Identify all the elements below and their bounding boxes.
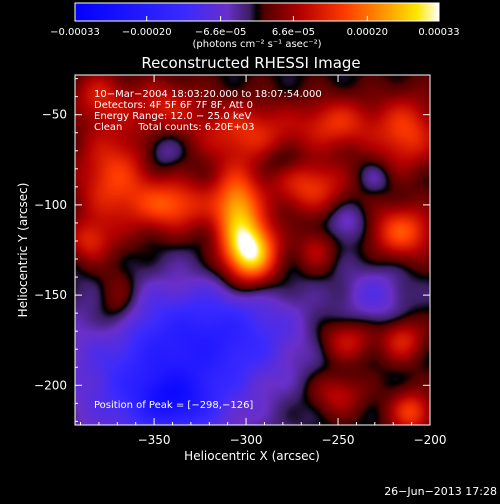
x-tick-label: −250 [322, 433, 355, 447]
y-tick-label: −150 [34, 288, 67, 302]
y-tick-label: −50 [42, 108, 67, 122]
info-annotations: 10−Mar−2004 18:03:20.000 to 18:07:54.000… [94, 89, 322, 411]
heatmap-image [75, 75, 430, 425]
colorbar-tick-label: 0.00020 [347, 27, 388, 38]
annotation-detectors: Detectors: 4F 5F 6F 7F 8F, Att 0 [94, 100, 253, 111]
y-axis-label: Heliocentric Y (arcsec) [16, 183, 30, 318]
plot-frame [74, 74, 431, 426]
colorbar-tick-label: 0.00033 [418, 27, 459, 38]
chart-title: Reconstructed RHESSI Image [141, 54, 360, 72]
peak-point [248, 250, 252, 254]
annotation-time-range: 10−Mar−2004 18:03:20.000 to 18:07:54.000 [94, 89, 322, 100]
y-tick-label: −100 [34, 198, 67, 212]
annotation-clean-counts: Clean Total counts: 6.20E+03 [94, 122, 254, 133]
colorbar: −0.00033 −0.00020 −6.6e−05 6.6e−05 0.00020 0.… [50, 2, 460, 50]
plot-area: −350 −300 −250 −200 −50 −100 −150 −200 [34, 74, 446, 447]
colorbar-tick-label: 6.6e−05 [272, 27, 315, 38]
peak-position-label: Position of Peak = [−298,−126] [94, 400, 253, 411]
axis-ticks: −350 −300 −250 −200 −50 −100 −150 −200 [34, 75, 446, 447]
colorbar-tick-label: −0.00033 [50, 27, 100, 38]
colorbar-units-label: (photons cm⁻² s⁻¹ asec⁻²) [192, 39, 321, 50]
generation-timestamp: 26−Jun−2013 17:28 [384, 485, 497, 498]
x-tick-label: −200 [414, 433, 447, 447]
x-axis-label: Heliocentric X (arcsec) [184, 449, 320, 463]
peak-marker [248, 250, 252, 254]
colorbar-gradient [75, 3, 439, 21]
x-tick-label: −300 [230, 433, 263, 447]
annotation-energy-range: Energy Range: 12.0 − 25.0 keV [94, 111, 251, 122]
colorbar-ticks: −0.00033 −0.00020 −6.6e−05 6.6e−05 0.00020 0.… [50, 16, 460, 38]
x-tick-label: −350 [138, 433, 171, 447]
colorbar-tick-label: −0.00020 [122, 27, 172, 38]
colorbar-tick-label: −6.6e−05 [195, 27, 247, 38]
y-tick-label: −200 [34, 378, 67, 392]
colorbar-frame [74, 2, 440, 22]
